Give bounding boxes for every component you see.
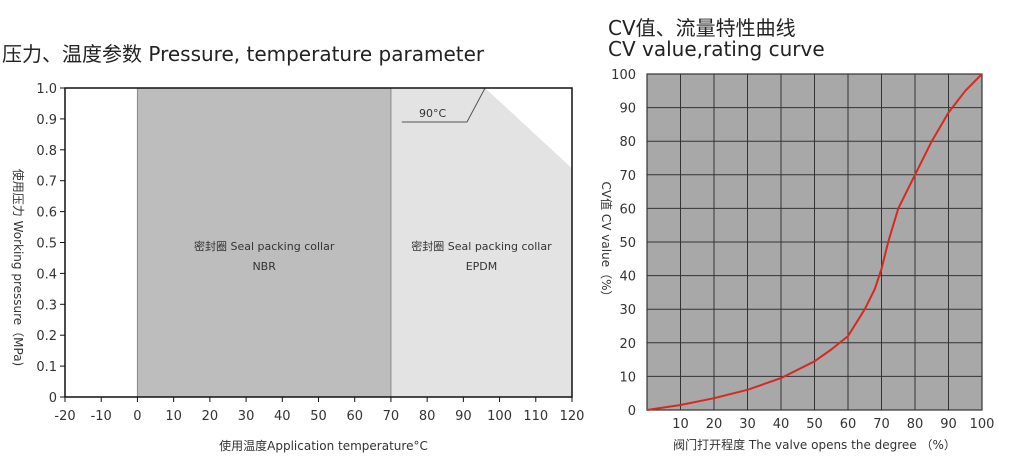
x-axis-label: 阀门打开程度 The valve opens the degree （%） <box>673 437 956 452</box>
x-tick-label: 30 <box>238 409 255 424</box>
x-tick-label: 80 <box>419 409 436 424</box>
y-tick-label: 1.0 <box>36 82 57 97</box>
x-tick-label: -10 <box>91 409 112 424</box>
y-tick-label: 60 <box>619 202 636 217</box>
x-tick-label: 10 <box>165 409 182 424</box>
y-tick-label: 100 <box>611 68 636 83</box>
x-tick-label: 80 <box>907 417 924 432</box>
x-tick-label: 30 <box>739 417 756 432</box>
y-tick-label: 0.2 <box>36 329 57 344</box>
x-tick-label: 90 <box>455 409 472 424</box>
y-tick-label: 0.9 <box>36 113 57 128</box>
plot-frame <box>646 73 983 411</box>
x-tick-label: -20 <box>54 409 75 424</box>
y-tick-label: 70 <box>619 169 636 184</box>
y-tick-label: 0.4 <box>36 267 57 282</box>
temperature-annotation: 90°C <box>419 107 446 120</box>
x-tick-label: 10 <box>672 417 689 432</box>
x-tick-label: 60 <box>346 409 363 424</box>
y-tick-label: 50 <box>619 236 636 251</box>
y-tick-label: 0 <box>628 404 636 419</box>
x-tick-label: 20 <box>202 409 219 424</box>
x-tick-label: 70 <box>383 409 400 424</box>
y-tick-label: 0.1 <box>36 360 57 375</box>
cv-chart-subtitle: CV value,rating curve <box>608 37 825 61</box>
y-tick-label: 0.3 <box>36 298 57 313</box>
y-tick-label: 80 <box>619 135 636 150</box>
y-tick-label: 0.8 <box>36 144 57 159</box>
epdm-region-label: 密封圈 Seal packing collar <box>411 239 552 253</box>
y-tick-label: 20 <box>619 337 636 352</box>
x-tick-label: 100 <box>487 409 512 424</box>
pressure-chart-title: 压力、温度参数 Pressure, temperature parameter <box>2 42 485 66</box>
x-tick-label: 20 <box>706 417 723 432</box>
y-axis-label: CV值 CV value（%） <box>599 182 614 303</box>
y-tick-label: 0.6 <box>36 206 57 221</box>
y-tick-label: 40 <box>619 270 636 285</box>
x-tick-label: 0 <box>133 409 141 424</box>
x-tick-label: 70 <box>873 417 890 432</box>
annotation-leader <box>401 87 486 123</box>
x-tick-label: 100 <box>970 417 995 432</box>
y-tick-label: 90 <box>619 102 636 117</box>
x-tick-label: 50 <box>806 417 823 432</box>
y-tick-label: 0.7 <box>36 175 57 190</box>
y-tick-label: 0 <box>49 391 57 406</box>
epdm-region <box>390 88 572 397</box>
x-tick-label: 120 <box>560 409 585 424</box>
nbr-region-label: 密封圈 Seal packing collar <box>194 239 335 253</box>
nbr-region <box>137 88 391 397</box>
nbr-material-label: NBR <box>252 260 276 273</box>
y-tick-label: 0.5 <box>36 237 57 252</box>
x-tick-label: 50 <box>310 409 327 424</box>
pressure-temperature-chart: 密封圈 Seal packing collar NBR 密封圈 Seal packi… <box>11 82 584 453</box>
x-tick-label: 90 <box>940 417 957 432</box>
cv-curve-line <box>646 73 983 411</box>
x-axis-label: 使用温度Application temperature°C <box>219 438 428 453</box>
x-tick-label: 110 <box>523 409 548 424</box>
y-tick-label: 10 <box>619 370 636 385</box>
x-tick-label: 40 <box>274 409 291 424</box>
x-tick-label: 40 <box>773 417 790 432</box>
x-tick-label: 60 <box>840 417 857 432</box>
y-tick-label: 30 <box>619 303 636 318</box>
cv-chart-title: CV值、流量特性曲线 <box>608 16 796 40</box>
cv-rating-curve-chart: 0 10 20 30 40 50 60 70 80 90 100 10 20 30 40 50 60 70 80 90… <box>599 68 994 452</box>
y-axis-label: 使用压力 Working pressure（MPa) <box>11 169 26 367</box>
epdm-material-label: EPDM <box>466 260 498 273</box>
